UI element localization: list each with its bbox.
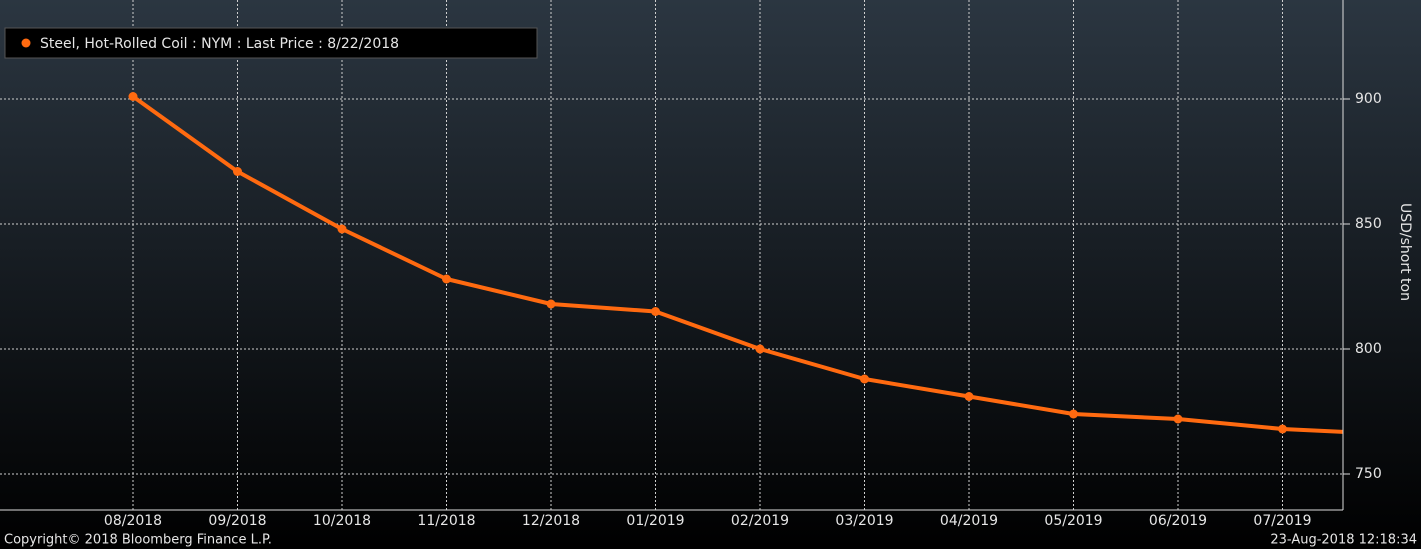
y-axis-label: USD/short ton <box>1397 203 1413 301</box>
y-tick-label: 850 <box>1355 216 1382 232</box>
point <box>1173 414 1183 424</box>
y-tick-label: 750 <box>1355 466 1382 482</box>
point <box>337 224 347 234</box>
copyright: Copyright© 2018 Bloomberg Finance L.P. <box>4 533 272 548</box>
point <box>964 392 974 401</box>
point <box>442 274 451 284</box>
point <box>546 299 556 309</box>
y-tick-label: 900 <box>1355 91 1382 107</box>
x-tick-label: 02/2019 <box>731 513 789 529</box>
point <box>128 92 138 101</box>
x-tick-label: 05/2019 <box>1044 513 1102 529</box>
x-tick-label: 12/2018 <box>522 513 580 529</box>
x-tick-label: 01/2019 <box>626 513 684 529</box>
x-tick-label: 09/2018 <box>208 513 266 529</box>
point <box>755 344 765 354</box>
timestamp: 23-Aug-2018 12:18:34 <box>1270 533 1417 548</box>
point <box>233 167 242 176</box>
point <box>1069 409 1078 419</box>
legend-box <box>4 27 538 59</box>
point <box>651 307 660 316</box>
x-tick-label: 08/2018 <box>104 513 162 529</box>
point <box>1278 424 1287 434</box>
x-tick-label: 03/2019 <box>835 513 893 529</box>
x-tick-label: 10/2018 <box>313 513 371 529</box>
x-tick-label: 04/2019 <box>940 513 998 529</box>
point <box>860 374 869 384</box>
y-tick-label: 800 <box>1355 341 1382 357</box>
legend-marker <box>21 38 31 48</box>
legend-label: Steel, Hot-Rolled Coil : NYM : Last Pric… <box>40 36 399 52</box>
x-tick-label: 07/2019 <box>1253 513 1311 529</box>
x-tick-label: 11/2018 <box>417 513 475 529</box>
x-tick-label: 06/2019 <box>1149 513 1207 529</box>
